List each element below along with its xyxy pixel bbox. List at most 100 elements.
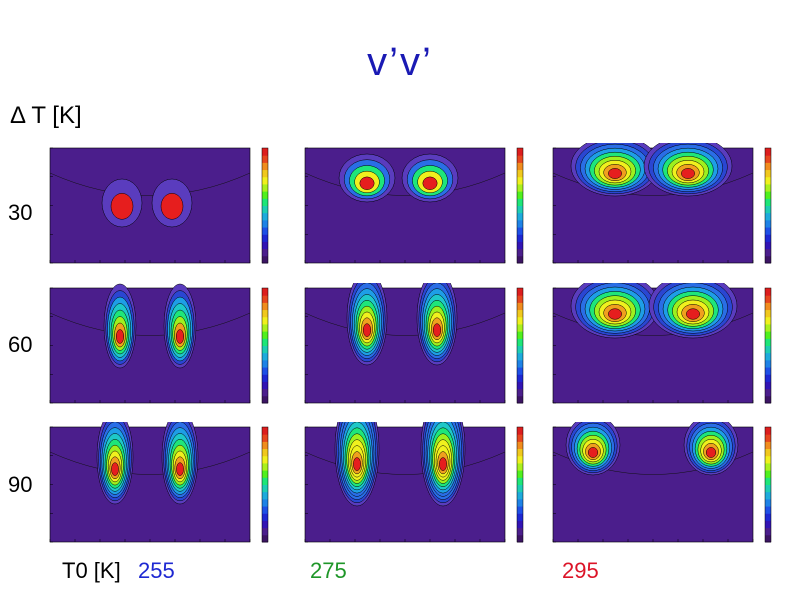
plot-area: [304, 422, 506, 543]
column-label-295: 295: [562, 558, 599, 583]
plot-area: [49, 283, 251, 404]
colorbar-segment: [517, 352, 523, 361]
colorbar-segment: [262, 434, 268, 442]
contour-lobe-1-level-11: [439, 457, 447, 471]
colorbar-frame: [261, 287, 269, 404]
contour-lobe-0-level-11: [353, 457, 361, 471]
contour-plot-90-275: [304, 422, 524, 543]
colorbar-segment: [517, 248, 523, 257]
colorbar-segment: [517, 148, 523, 156]
colorbar-segment: [517, 316, 523, 325]
colorbar-frame: [261, 147, 269, 264]
colorbar-segment: [262, 309, 268, 318]
colorbar-segment: [517, 234, 523, 242]
colorbar-segment: [262, 302, 268, 311]
colorbar-segment: [262, 205, 268, 214]
colorbar-segment: [517, 520, 523, 529]
panel-60-295: [548, 283, 798, 413]
contour-lobe-0-level-4: [359, 176, 375, 190]
plot-area: [304, 283, 506, 404]
colorbar-segment: [262, 219, 268, 228]
colorbar-segment: [765, 198, 771, 206]
colorbar: [261, 147, 269, 264]
colorbar-segment: [765, 520, 771, 529]
chart-title: v’v’: [367, 40, 433, 84]
colorbar-segment: [765, 534, 771, 543]
colorbar-segment: [517, 441, 523, 450]
column-label-275: 275: [310, 558, 347, 583]
colorbar-segment: [517, 374, 523, 382]
colorbar-segment: [517, 388, 523, 397]
panel-30-255: [45, 143, 295, 273]
colorbar-segment: [765, 183, 771, 192]
colorbar-segment: [262, 295, 268, 303]
colorbar-segment: [262, 484, 268, 493]
contour-plot-60-275: [304, 283, 524, 404]
colorbar-segment: [765, 388, 771, 397]
colorbar-segment: [262, 534, 268, 543]
colorbar-segment: [765, 302, 771, 311]
colorbar-segment: [765, 309, 771, 318]
colorbar-segment: [765, 212, 771, 221]
colorbar-segment: [517, 498, 523, 507]
colorbar-segment: [517, 183, 523, 192]
colorbar: [764, 426, 772, 543]
colorbar-segment: [262, 241, 268, 250]
colorbar-segment: [765, 441, 771, 450]
colorbar-segment: [765, 381, 771, 390]
colorbar-segment: [517, 477, 523, 485]
colorbar: [764, 287, 772, 404]
row-label-60: 60: [8, 332, 33, 357]
colorbar-segment: [517, 205, 523, 214]
colorbar-segment: [765, 477, 771, 485]
colorbar-segment: [517, 302, 523, 311]
contour-line: [49, 451, 251, 475]
colorbar-segment: [765, 234, 771, 242]
colorbar-segment: [765, 205, 771, 214]
colorbar-segment: [765, 241, 771, 250]
contour-line: [552, 172, 754, 196]
contour-lobe-0-level-1: [110, 193, 134, 220]
colorbar-segment: [765, 169, 771, 178]
colorbar-frame: [764, 426, 772, 543]
colorbar-segment: [262, 227, 268, 235]
colorbar-segment: [765, 191, 771, 199]
contour-lobe-1-level-8: [681, 168, 695, 179]
colorbar-segment: [517, 323, 523, 332]
colorbar-segment: [517, 295, 523, 303]
colorbar-segment: [765, 338, 771, 346]
colorbar-segment: [262, 323, 268, 332]
plot-background: [49, 147, 251, 264]
colorbar-segment: [517, 212, 523, 221]
colorbar-segment: [765, 255, 771, 264]
colorbar-segment: [765, 374, 771, 382]
colorbar-segment: [262, 527, 268, 536]
colorbar-segment: [517, 219, 523, 228]
panel-60-255: [45, 283, 295, 413]
colorbar-segment: [262, 183, 268, 192]
colorbar-segment: [765, 162, 771, 171]
contour-plot-30-255: [49, 147, 269, 264]
colorbar-segment: [517, 484, 523, 493]
plot-area: [49, 147, 251, 264]
colorbar-segment: [262, 359, 268, 368]
colorbar-segment: [765, 155, 771, 163]
plot-area: [552, 422, 754, 543]
colorbar-segment: [517, 527, 523, 536]
contour-lobe-1-level-1: [160, 193, 184, 220]
colorbar-segment: [765, 367, 771, 375]
panel-30-275: [300, 143, 550, 273]
colorbar-segment: [517, 338, 523, 346]
colorbar-segment: [517, 155, 523, 163]
contour-line: [304, 172, 506, 196]
colorbar-segment: [262, 374, 268, 382]
contour-lobe-1-level-7: [176, 329, 184, 344]
plot-background: [304, 147, 506, 264]
colorbar-segment: [517, 491, 523, 500]
contour-line: [304, 451, 506, 475]
colorbar-segment: [517, 255, 523, 264]
colorbar-segment: [262, 148, 268, 156]
colorbar-segment: [765, 316, 771, 325]
colorbar-segment: [262, 352, 268, 361]
colorbar-segment: [262, 338, 268, 346]
